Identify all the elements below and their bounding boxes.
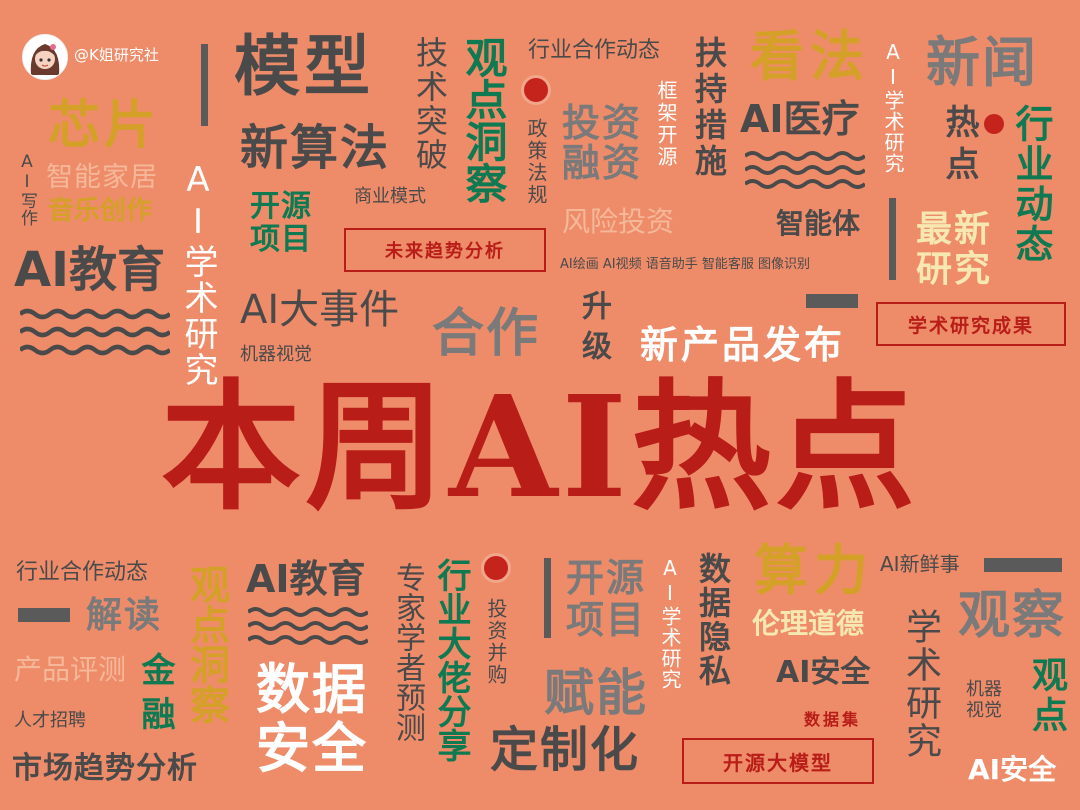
word-zhineng-jiaju: 智能家居 bbox=[46, 162, 158, 193]
word-guancha: 观察 bbox=[958, 586, 1067, 646]
word-jiedu: 解读 bbox=[86, 595, 163, 636]
word-hezuo: 合作 bbox=[432, 304, 541, 364]
word-shengji: 升级 bbox=[576, 290, 611, 370]
word-xinpian: 芯片 bbox=[48, 96, 161, 156]
word-redian: 热点 bbox=[939, 104, 979, 188]
word-chanpin-pingce: 产品评测 bbox=[14, 653, 127, 686]
word-xin-suanfa: 新算法 bbox=[240, 120, 391, 176]
tag-kaiyuan-damoxing: 开源大模型 bbox=[682, 738, 874, 784]
word-shuju-anquan: 数据安全 bbox=[256, 658, 368, 781]
tag-weilai-qushi: 未来趋势分析 bbox=[344, 228, 546, 272]
word-xin-chanpin-fabu: 新产品发布 bbox=[640, 323, 846, 367]
word-yinyue-chuangzuo: 音乐创作 bbox=[48, 196, 153, 226]
word-ai-xiezuo: AI写作 bbox=[17, 152, 37, 226]
word-fuchi-cuoshi: 扶持措施 bbox=[690, 36, 728, 180]
word-ai-anquan-2: AI安全 bbox=[968, 753, 1057, 786]
divider-bar bbox=[18, 608, 70, 622]
wave-decoration bbox=[248, 607, 368, 645]
word-ai-jiaoyu-b: AI教育 bbox=[246, 557, 366, 601]
word-hangye-dongtai: 行业动态 bbox=[1009, 104, 1053, 264]
word-kanfa: 看法 bbox=[750, 25, 870, 88]
wave-decoration bbox=[745, 151, 865, 189]
word-hangye-hezuo: 行业合作动态 bbox=[528, 38, 661, 63]
word-hangye-hezuo-b: 行业合作动态 bbox=[16, 560, 149, 585]
word-kaiyuan-xiangmu-b: 开源项目 bbox=[566, 556, 647, 642]
word-jiqi-shijue: 机器视觉 bbox=[240, 344, 312, 365]
wave-decoration bbox=[20, 308, 170, 356]
word-guandian-dongcha: 观点洞察 bbox=[459, 36, 508, 204]
headline-title: 本周AI热点 bbox=[160, 366, 920, 530]
divider-bar bbox=[806, 294, 858, 308]
word-ai-xueshu-yanjiu-b: AI学术研究 bbox=[658, 556, 682, 690]
word-shichang-qushi: 市场趋势分析 bbox=[12, 751, 198, 786]
word-xinwen: 新闻 bbox=[926, 31, 1038, 94]
word-ai-xueshu-yanjiu-2: AI学术研究 bbox=[178, 160, 218, 388]
tag-xueshu-chengguo: 学术研究成果 bbox=[876, 302, 1066, 346]
word-guandian-dongcha-b: 观点洞察 bbox=[183, 564, 229, 724]
divider-bar bbox=[201, 44, 208, 126]
word-shangye-moshi: 商业模式 bbox=[354, 186, 426, 207]
word-ai-anquan: AI安全 bbox=[776, 655, 871, 690]
red-dot bbox=[524, 78, 548, 102]
word-zuixin-yanjiu: 最新研究 bbox=[916, 209, 993, 290]
word-rencai-zhaopin: 人才招聘 bbox=[14, 710, 86, 731]
word-funeng: 赋能 bbox=[544, 664, 648, 722]
word-ai-jiaoyu: AI教育 bbox=[14, 242, 166, 298]
word-shujuji: 数据集 bbox=[804, 710, 862, 729]
word-guandian: 观点 bbox=[1026, 656, 1067, 736]
word-touzi-binggou: 投资并购 bbox=[484, 598, 508, 686]
word-jinrong: 金融 bbox=[135, 652, 175, 740]
red-dot bbox=[984, 114, 1004, 134]
word-kaiyuan-xiangmu: 开源项目 bbox=[250, 189, 312, 257]
word-zhinengti: 智能体 bbox=[776, 207, 861, 240]
divider-bar bbox=[889, 198, 896, 280]
word-xueshu-yanjiu: 学术研究 bbox=[900, 608, 941, 760]
word-zhuanjia-yuce: 专家学者预测 bbox=[390, 562, 425, 742]
word-dingzhihua: 定制化 bbox=[490, 722, 641, 778]
word-zhengce-fagui: 政策法规 bbox=[524, 118, 548, 206]
word-ai-tools: AI绘画 AI视频 语音助手 智能客服 图像识别 bbox=[560, 257, 810, 272]
word-ai-xinxianshi: AI新鲜事 bbox=[880, 552, 960, 576]
word-jishu-tupo: 技术突破 bbox=[411, 36, 449, 172]
word-suanli: 算力 bbox=[754, 539, 874, 602]
word-touzi-rongzi: 投资融资 bbox=[562, 101, 643, 185]
word-ai-yiliao: AI医疗 bbox=[740, 97, 860, 141]
word-lunli-daode: 伦理道德 bbox=[752, 607, 865, 640]
word-ai-xueshu-yanjiu: AI学术研究 bbox=[881, 40, 905, 174]
word-jiqi-shijue-b: 机器视觉 bbox=[966, 679, 1002, 721]
red-dot bbox=[484, 556, 508, 580]
word-moxing: 模型 bbox=[234, 28, 374, 105]
account-handle: @K姐研究社 bbox=[74, 46, 159, 64]
word-dalao-fenxiang: 行业大佬分享 bbox=[431, 558, 471, 762]
divider-bar bbox=[544, 558, 551, 638]
word-shuju-yinsi: 数据隐私 bbox=[694, 552, 732, 688]
avatar-girl-icon bbox=[22, 34, 68, 80]
word-fengxian-touzi: 风险投资 bbox=[562, 205, 675, 238]
word-kuangjia-kaiyuan: 框架开源 bbox=[654, 80, 678, 168]
divider-bar bbox=[984, 558, 1062, 572]
word-ai-dashijian: AI大事件 bbox=[240, 287, 400, 333]
